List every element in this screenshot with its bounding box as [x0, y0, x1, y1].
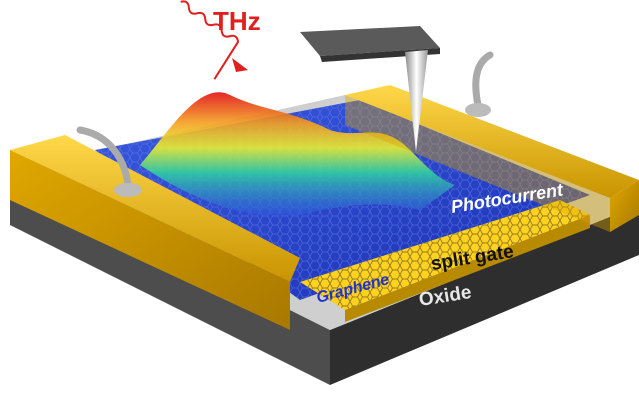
- wire-right-foot: [465, 103, 491, 117]
- device-illustration: THz Photocurrent split gate Graphene Oxi…: [0, 0, 639, 394]
- thz-label: THz: [213, 6, 261, 36]
- wire-right: [476, 55, 490, 105]
- wire-left-foot: [114, 183, 142, 197]
- thz-arrowhead: [232, 58, 248, 72]
